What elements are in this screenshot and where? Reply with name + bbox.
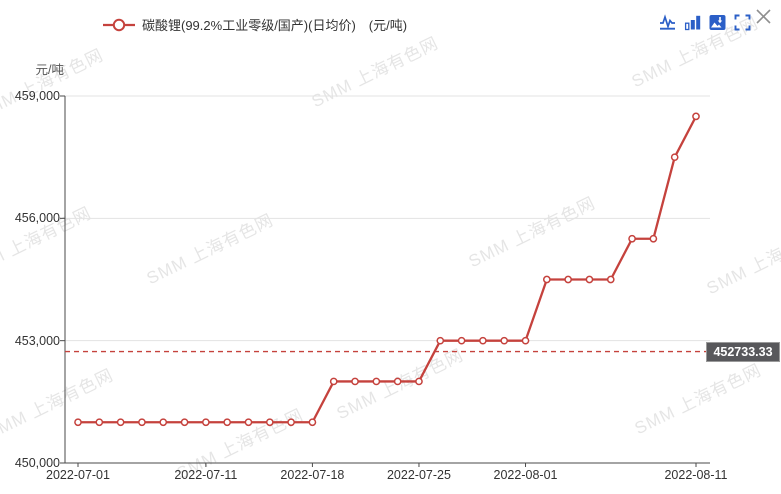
- y-tick-label: 453,000: [14, 333, 60, 348]
- data-point[interactable]: [159, 418, 168, 427]
- data-point[interactable]: [202, 418, 210, 427]
- x-tick-label: 2022-07-25: [386, 468, 451, 482]
- legend-item[interactable]: 碳酸锂(99.2%工业零级/国产)(日均价) (元/吨): [103, 15, 407, 34]
- y-tick-label: 459,000: [14, 89, 60, 103]
- x-tick-label: 2022-07-11: [174, 468, 238, 482]
- data-point[interactable]: [244, 418, 253, 427]
- data-point[interactable]: [479, 336, 487, 345]
- x-tick-label: 2022-07-18: [280, 468, 345, 482]
- legend-line-marker-icon: [103, 18, 135, 31]
- y-tick-label: 456,000: [14, 211, 60, 226]
- data-point[interactable]: [649, 234, 658, 243]
- data-point[interactable]: [308, 418, 317, 427]
- data-point[interactable]: [287, 418, 295, 427]
- data-point[interactable]: [628, 234, 636, 243]
- data-point[interactable]: [670, 153, 679, 162]
- data-point[interactable]: [95, 418, 104, 427]
- toolbar: [659, 14, 751, 31]
- data-point[interactable]: [521, 336, 530, 345]
- y-axis-unit-label: 元/吨: [35, 63, 64, 77]
- close-icon[interactable]: [754, 7, 773, 26]
- data-point[interactable]: [74, 418, 82, 427]
- data-point[interactable]: [500, 336, 509, 345]
- line-chart-icon[interactable]: [659, 14, 676, 31]
- price-line: [78, 115, 698, 424]
- data-point[interactable]: [457, 336, 466, 345]
- x-tick-label: 2022-08-11: [664, 468, 728, 482]
- data-point[interactable]: [223, 418, 232, 427]
- data-point[interactable]: [692, 112, 700, 121]
- bar-chart-icon[interactable]: [684, 14, 701, 31]
- data-point[interactable]: [606, 275, 615, 284]
- fullscreen-icon[interactable]: [734, 14, 751, 31]
- data-point[interactable]: [372, 377, 381, 386]
- data-point[interactable]: [265, 418, 274, 427]
- data-point[interactable]: [542, 275, 551, 284]
- data-point[interactable]: [180, 418, 189, 427]
- average-value-badge: 452733.33: [706, 341, 780, 362]
- y-tick-label: 450,000: [14, 456, 60, 470]
- data-point[interactable]: [585, 275, 594, 284]
- data-point[interactable]: [436, 336, 445, 345]
- data-point[interactable]: [351, 377, 359, 386]
- data-point[interactable]: [564, 275, 572, 284]
- data-point[interactable]: [138, 418, 146, 427]
- data-point[interactable]: [393, 377, 402, 386]
- data-point[interactable]: [415, 377, 423, 386]
- data-point[interactable]: [329, 377, 338, 386]
- x-tick-label: 2022-07-01: [46, 468, 110, 482]
- x-tick-label: 2022-08-01: [493, 468, 558, 482]
- data-point[interactable]: [116, 418, 125, 427]
- save-image-icon[interactable]: [709, 14, 726, 31]
- legend-label: 碳酸锂(99.2%工业零级/国产)(日均价) (元/吨): [142, 18, 408, 33]
